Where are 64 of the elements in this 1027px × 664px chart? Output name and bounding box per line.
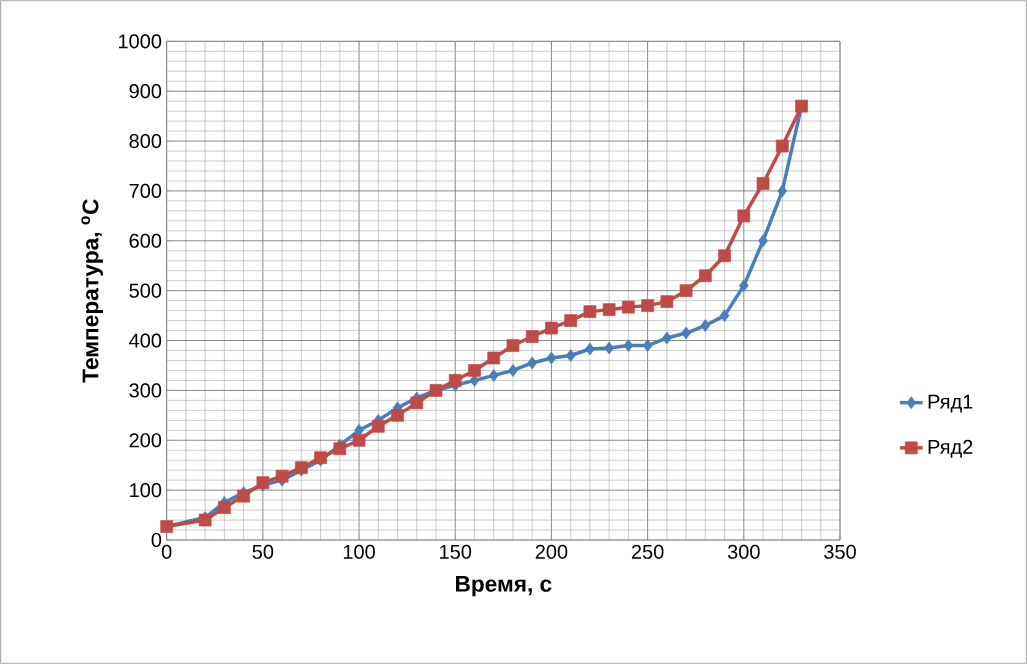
point [775, 139, 789, 153]
x-tick-label: 50 [252, 544, 274, 559]
point [756, 177, 770, 190]
y-tick-label: 900 [129, 84, 162, 99]
x-tick-label: 250 [631, 544, 664, 559]
point [218, 501, 231, 514]
y-tick-label: 600 [129, 233, 162, 248]
point [508, 364, 518, 377]
point [564, 314, 578, 327]
point [354, 423, 364, 437]
point [758, 234, 768, 248]
point [488, 369, 499, 382]
point [602, 303, 616, 316]
point [448, 374, 462, 387]
point [333, 442, 347, 456]
x-axis-title: Время, с [456, 576, 552, 597]
point [718, 249, 731, 263]
point [371, 419, 385, 433]
y-tick-label: 1000 [118, 34, 162, 49]
legend-label: Ряд2 [928, 439, 973, 458]
point [391, 408, 404, 422]
point [468, 364, 481, 377]
point [527, 356, 538, 370]
point [352, 433, 366, 447]
point [275, 469, 289, 483]
point [545, 321, 558, 335]
y-tick-label: 500 [129, 283, 162, 298]
point [585, 342, 595, 356]
point [487, 351, 501, 365]
y-tick-label: 400 [129, 333, 162, 348]
point [641, 299, 654, 312]
point [738, 279, 749, 293]
point [662, 331, 672, 345]
point [737, 209, 751, 223]
point [525, 330, 539, 343]
point [679, 284, 693, 298]
point [237, 489, 250, 503]
point [719, 309, 730, 322]
y-tick-label: 100 [130, 483, 162, 498]
point [699, 269, 712, 283]
point [506, 339, 520, 352]
y-tick-label: 200 [129, 433, 162, 448]
y-tick-label: 0 [151, 532, 162, 548]
point [546, 351, 557, 365]
y-axis-title: Температура, $^{o}$C [81, 199, 103, 383]
x-tick-label: 200 [535, 544, 568, 559]
y-tick-label: 700 [129, 183, 162, 198]
x-tick-label: 150 [440, 544, 472, 559]
x-tick-label: 300 [727, 544, 760, 559]
y-tick-label: 800 [129, 133, 162, 149]
x-tick-label: 0 [161, 544, 172, 559]
point [604, 341, 614, 355]
x-tick-label: 100 [343, 544, 375, 559]
point [583, 305, 597, 318]
point [777, 184, 788, 198]
point [622, 300, 635, 314]
legend-label: Ряд1 [928, 394, 973, 413]
point [410, 396, 424, 410]
point [660, 295, 674, 308]
x-tick-label: 350 [824, 544, 856, 559]
point [681, 326, 691, 340]
y-tick-label: 300 [129, 383, 162, 398]
point [700, 319, 711, 332]
point [565, 349, 576, 362]
